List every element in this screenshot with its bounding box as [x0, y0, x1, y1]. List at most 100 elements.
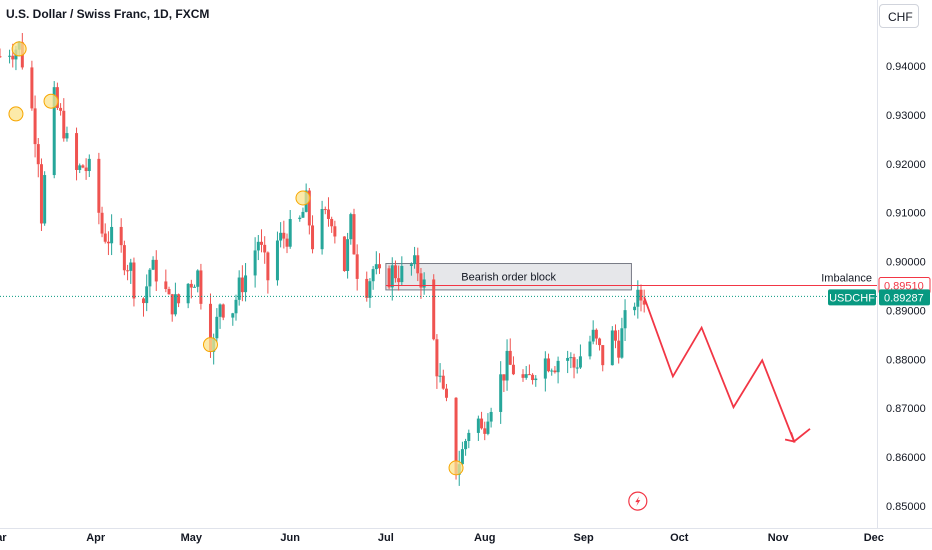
lightning-icon [635, 496, 641, 507]
candle-body [636, 289, 640, 307]
candle-body [154, 259, 158, 282]
candle-body [409, 264, 413, 266]
candle-body [164, 281, 168, 290]
candle-body [422, 279, 426, 288]
projection-path [643, 296, 811, 443]
time-axis[interactable]: Mar Apr May Jun Jul Aug Sep Oct Nov Dec [0, 532, 884, 544]
candle-body [132, 262, 136, 299]
candle-body [355, 254, 359, 279]
candle-body [483, 428, 487, 434]
candle-body [148, 269, 152, 287]
candle-body [282, 232, 286, 239]
projection-arrowhead [784, 432, 796, 443]
symbol-tag-label: USDCHF [829, 292, 875, 304]
candle-body [342, 236, 346, 271]
candle-body [467, 432, 471, 442]
candle-body [486, 421, 490, 434]
candle-body [601, 345, 605, 366]
candle-body [52, 87, 56, 176]
symbol-title[interactable]: U.S. Dollar / Swiss Franc, 1D, FXCM [6, 7, 210, 21]
swing-point-marker [8, 106, 24, 122]
candle-body [416, 255, 420, 274]
candle-body [285, 238, 289, 247]
candle-body [639, 289, 643, 301]
candle-body [221, 304, 225, 318]
candle-body [87, 158, 91, 172]
candle-body [476, 418, 480, 433]
candle-body [0, 56, 2, 58]
candle-body [502, 374, 506, 381]
candle-body [298, 217, 302, 220]
candle-body [534, 378, 538, 381]
candle-body [142, 298, 146, 304]
candle-body [186, 283, 190, 304]
candle-body [75, 133, 79, 170]
candle-body [378, 264, 382, 269]
candle-body [480, 418, 484, 429]
candle-body [266, 252, 270, 281]
imbalance-label: Imbalance [821, 273, 872, 285]
swing-point-marker [448, 460, 464, 476]
candle-body [237, 277, 241, 300]
candle-body [275, 240, 279, 281]
candle-body [36, 144, 40, 165]
time-tick-label: Oct [670, 532, 689, 544]
candle-body [81, 165, 85, 168]
swing-point-marker [295, 190, 311, 206]
candle-body [508, 350, 512, 365]
price-tick-label: 0.88000 [886, 354, 926, 366]
candle-body [145, 286, 149, 304]
candle-body [110, 226, 114, 244]
price-tick-label: 0.94000 [886, 61, 926, 73]
candle-body [311, 225, 315, 250]
candle-body [460, 449, 464, 465]
candle-body [578, 356, 582, 368]
price-axis[interactable]: 0.94000 0.93000 0.92000 0.91000 0.90000 0.890… [886, 61, 926, 513]
candle-body [11, 55, 15, 60]
candle-body [633, 306, 637, 311]
candle-body [610, 330, 614, 366]
candle-body [126, 270, 130, 272]
candle-body [33, 108, 37, 145]
candle-body [623, 310, 627, 329]
candle-body [613, 330, 617, 341]
candle-body [489, 411, 493, 422]
candle-body [234, 299, 238, 314]
candle-body [39, 164, 43, 224]
candle-body [189, 283, 193, 288]
candle-body [374, 264, 378, 270]
candle-body [505, 350, 509, 381]
candle-body [84, 167, 88, 172]
candle-body [65, 133, 69, 139]
candle-body [556, 360, 560, 373]
swing-point-marker [11, 41, 27, 57]
time-tick-label: Dec [864, 532, 884, 544]
price-axis-border [877, 0, 878, 528]
candle-body [393, 265, 397, 279]
candle-body [553, 370, 557, 373]
candle-body [572, 357, 576, 368]
candle-body [441, 375, 445, 389]
time-tick-label: May [181, 532, 203, 544]
candle-body [435, 339, 439, 377]
candle-body [119, 226, 123, 246]
candle-body [524, 374, 528, 378]
candle-body [301, 211, 305, 218]
candle-body [326, 209, 330, 219]
candle-body [620, 328, 624, 358]
candle-body [100, 212, 104, 234]
candle-body [594, 329, 598, 339]
candle-body [598, 338, 602, 346]
candle-body [97, 158, 101, 213]
candle-body [397, 278, 401, 283]
current-price-tag [879, 289, 930, 306]
symbol-tag [828, 289, 876, 306]
currency-button[interactable]: CHF [879, 4, 919, 28]
time-tick-label: Apr [86, 532, 106, 544]
candle-body [333, 226, 337, 237]
candle-body [173, 294, 177, 315]
candle-body [511, 364, 515, 375]
time-tick-label: Jun [280, 532, 300, 544]
candle-body [59, 107, 63, 111]
